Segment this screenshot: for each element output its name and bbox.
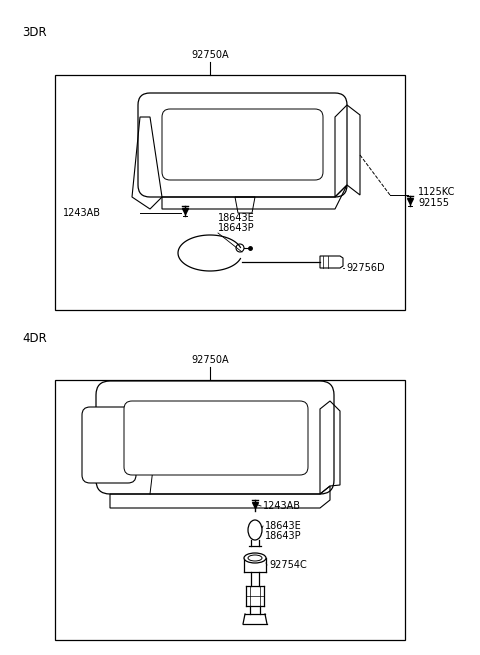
Text: 92756D: 92756D bbox=[346, 263, 384, 273]
Text: 18643P: 18643P bbox=[218, 223, 254, 233]
FancyBboxPatch shape bbox=[82, 407, 136, 483]
FancyBboxPatch shape bbox=[96, 381, 334, 494]
Ellipse shape bbox=[248, 555, 262, 561]
Text: 18643E: 18643E bbox=[265, 521, 302, 531]
Text: 92750A: 92750A bbox=[191, 50, 229, 60]
Bar bbox=[55, 380, 405, 640]
Ellipse shape bbox=[244, 553, 266, 563]
FancyBboxPatch shape bbox=[162, 109, 323, 180]
Bar bbox=[55, 75, 405, 310]
Text: 1243AB: 1243AB bbox=[63, 208, 101, 218]
Text: 18643P: 18643P bbox=[265, 531, 301, 541]
Text: 18643E: 18643E bbox=[218, 213, 255, 223]
Text: 1243AB: 1243AB bbox=[263, 501, 301, 511]
Text: 92155: 92155 bbox=[418, 198, 449, 208]
Text: 92754C: 92754C bbox=[269, 560, 307, 570]
Ellipse shape bbox=[248, 520, 262, 540]
FancyBboxPatch shape bbox=[124, 401, 308, 475]
Text: 4DR: 4DR bbox=[22, 331, 47, 345]
Text: 3DR: 3DR bbox=[22, 26, 47, 39]
Text: 1125KC: 1125KC bbox=[418, 187, 456, 197]
Text: 92750A: 92750A bbox=[191, 355, 229, 365]
FancyBboxPatch shape bbox=[138, 93, 347, 197]
